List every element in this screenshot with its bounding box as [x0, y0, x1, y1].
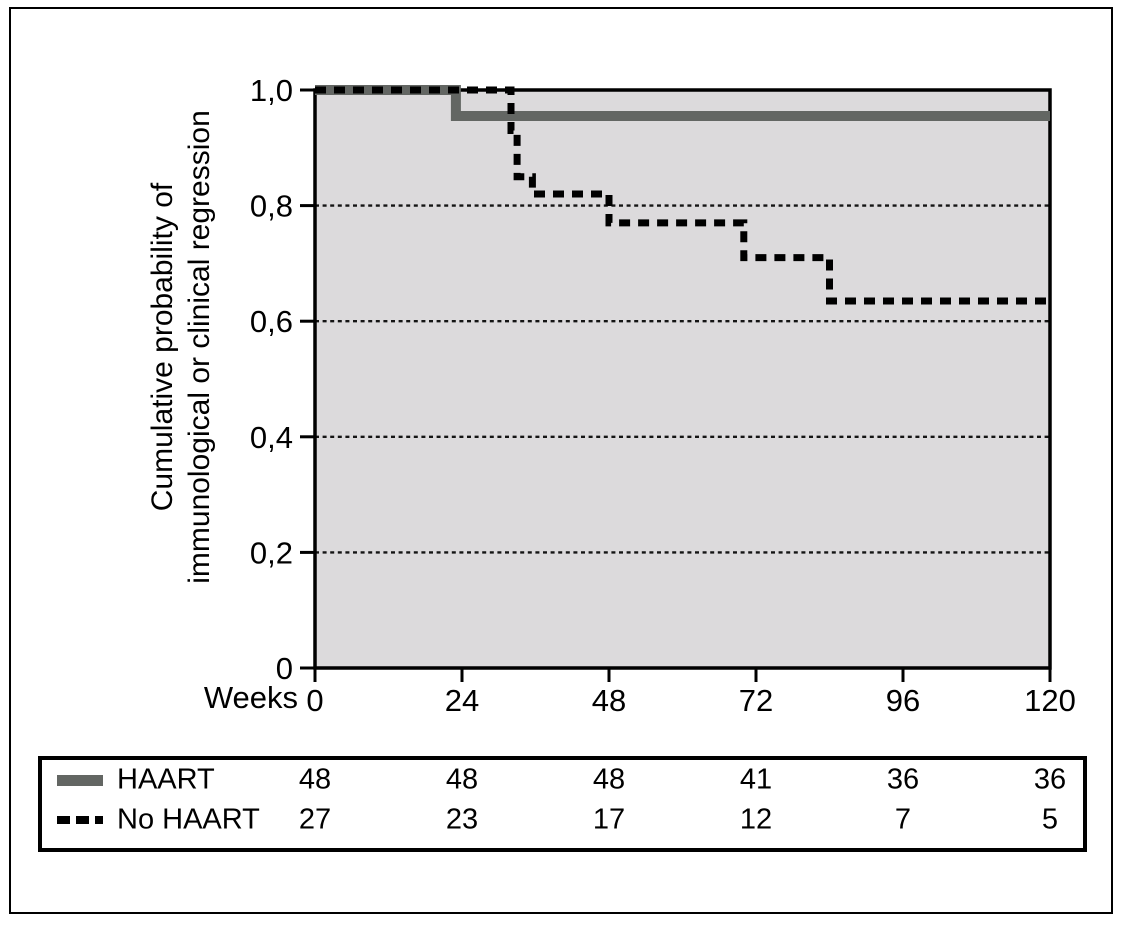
- at-risk-count: 7: [894, 803, 912, 836]
- x-tick-label: 0: [306, 683, 323, 718]
- at-risk-count: 36: [886, 763, 920, 796]
- at-risk-count: 17: [592, 803, 626, 836]
- at-risk-count: 12: [739, 803, 773, 836]
- y-tick-label: 1,0: [250, 73, 293, 108]
- y-tick-label: 0: [276, 651, 293, 686]
- x-tick-label: 24: [445, 683, 479, 718]
- x-tick-label: 72: [739, 683, 773, 718]
- risk-row-haart: HAART 48 48 48 41 36 36: [42, 760, 1083, 800]
- x-tick-label: 96: [886, 683, 920, 718]
- at-risk-count: 41: [739, 763, 773, 796]
- at-risk-count: 23: [445, 803, 479, 836]
- solid-line-swatch: [57, 775, 103, 786]
- at-risk-count: 48: [592, 763, 626, 796]
- plot-area: [315, 90, 1050, 668]
- x-tick-label: 48: [592, 683, 626, 718]
- plot-border: [313, 88, 1052, 670]
- y-tick-label: 0,2: [250, 535, 293, 570]
- at-risk-table: HAART 48 48 48 41 36 36 No HAART 27 23 17 12 7 5: [38, 756, 1087, 852]
- at-risk-count: 48: [445, 763, 479, 796]
- figure-border: [9, 7, 1113, 914]
- dashed-line-swatch: [57, 816, 103, 824]
- y-tick-label: 0,6: [250, 304, 293, 339]
- x-axis-title: Weeks: [203, 680, 298, 715]
- y-tick-label: 0,8: [250, 189, 293, 224]
- y-axis-title: Cumulative probability of immunological …: [144, 0, 218, 747]
- risk-row-label: HAART: [117, 763, 215, 796]
- series-no-haart: [315, 86, 1050, 305]
- at-risk-count: 48: [298, 763, 332, 796]
- y-axis-title-line2: immunological or clinical regression: [183, 110, 216, 584]
- risk-row-no-haart: No HAART 27 23 17 12 7 5: [42, 800, 1083, 840]
- series-haart: [315, 85, 1050, 121]
- y-axis-title-line1: Cumulative probability of: [146, 182, 179, 512]
- at-risk-count: 27: [298, 803, 332, 836]
- at-risk-count: 36: [1033, 763, 1067, 796]
- x-tick-label: 120: [1024, 683, 1076, 718]
- y-tick-label: 0,4: [250, 420, 293, 455]
- at-risk-count: 5: [1041, 803, 1059, 836]
- risk-row-label: No HAART: [117, 803, 260, 836]
